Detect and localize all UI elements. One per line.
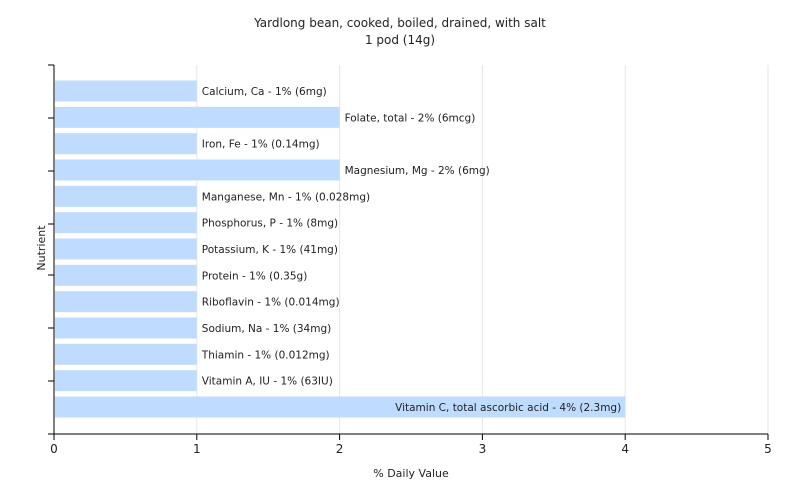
- bar-label: Vitamin A, IU - 1% (63IU): [202, 376, 333, 388]
- bar: [55, 291, 197, 313]
- bar: [55, 212, 197, 234]
- chart-title: Yardlong bean, cooked, boiled, drained, …: [253, 16, 546, 30]
- bar-label: Iron, Fe - 1% (0.14mg): [202, 139, 320, 151]
- bar-label: Riboflavin - 1% (0.014mg): [202, 297, 340, 309]
- x-tick-label: 3: [479, 442, 487, 456]
- bar-label: Thiamin - 1% (0.012mg): [201, 349, 330, 361]
- x-axis-label: % Daily Value: [373, 467, 449, 480]
- bar-label: Calcium, Ca - 1% (6mg): [202, 86, 327, 98]
- x-tick-label: 4: [621, 442, 629, 456]
- bar-label: Sodium, Na - 1% (34mg): [202, 323, 331, 335]
- bar-label: Protein - 1% (0.35g): [202, 270, 308, 282]
- bar: [55, 80, 197, 102]
- bar-label: Folate, total - 2% (6mcg): [345, 112, 476, 124]
- bar: [55, 106, 340, 128]
- bar: [55, 133, 197, 155]
- bar: [55, 159, 340, 181]
- chart-subtitle: 1 pod (14g): [365, 33, 435, 47]
- bar-label: Magnesium, Mg - 2% (6mg): [345, 165, 490, 177]
- x-tick-label: 5: [764, 442, 772, 456]
- bar: [55, 317, 197, 339]
- bar: [55, 264, 197, 286]
- x-tick-label: 1: [193, 442, 201, 456]
- bar: [55, 185, 197, 207]
- bar-label: Vitamin C, total ascorbic acid - 4% (2.3…: [395, 402, 621, 414]
- x-tick-label: 2: [336, 442, 344, 456]
- bar-label: Potassium, K - 1% (41mg): [202, 244, 338, 256]
- bar: [55, 238, 197, 260]
- bar: [55, 343, 197, 365]
- bar-label: Manganese, Mn - 1% (0.028mg): [202, 191, 370, 203]
- bar: [55, 396, 626, 418]
- x-tick-label: 0: [50, 442, 58, 456]
- y-axis-label: Nutrient: [35, 225, 48, 271]
- bar-label: Phosphorus, P - 1% (8mg): [202, 218, 338, 230]
- bar: [55, 370, 197, 392]
